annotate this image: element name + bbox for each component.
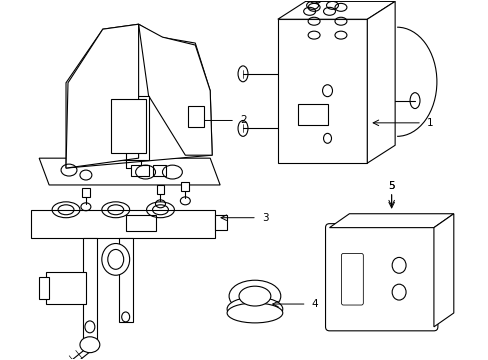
Ellipse shape xyxy=(80,337,100,353)
Text: 2: 2 xyxy=(240,116,246,126)
Bar xyxy=(125,215,155,231)
Bar xyxy=(181,182,189,191)
Bar xyxy=(111,99,145,153)
Ellipse shape xyxy=(102,243,129,275)
Bar xyxy=(130,165,148,176)
Ellipse shape xyxy=(239,286,270,306)
Bar xyxy=(297,104,327,125)
Polygon shape xyxy=(215,215,226,230)
Bar xyxy=(39,277,49,299)
Text: 1: 1 xyxy=(426,118,433,128)
Polygon shape xyxy=(66,24,212,168)
Polygon shape xyxy=(138,24,212,155)
Ellipse shape xyxy=(226,297,282,321)
FancyBboxPatch shape xyxy=(325,224,437,331)
Polygon shape xyxy=(66,24,138,168)
Polygon shape xyxy=(119,238,132,322)
Polygon shape xyxy=(366,1,394,163)
Polygon shape xyxy=(39,158,220,185)
Polygon shape xyxy=(433,214,453,327)
Bar xyxy=(46,272,86,304)
Polygon shape xyxy=(277,19,366,163)
Bar xyxy=(82,188,90,197)
Text: 4: 4 xyxy=(311,299,318,309)
Polygon shape xyxy=(329,214,453,228)
Ellipse shape xyxy=(226,303,282,323)
Text: 5: 5 xyxy=(387,181,394,191)
Bar xyxy=(152,165,166,176)
Ellipse shape xyxy=(228,280,280,312)
Polygon shape xyxy=(108,96,148,160)
Polygon shape xyxy=(31,210,215,238)
Text: 3: 3 xyxy=(262,213,268,223)
Bar xyxy=(156,185,164,194)
Text: 5: 5 xyxy=(387,181,394,191)
Bar xyxy=(188,105,204,127)
Polygon shape xyxy=(277,1,394,19)
Polygon shape xyxy=(83,238,97,342)
